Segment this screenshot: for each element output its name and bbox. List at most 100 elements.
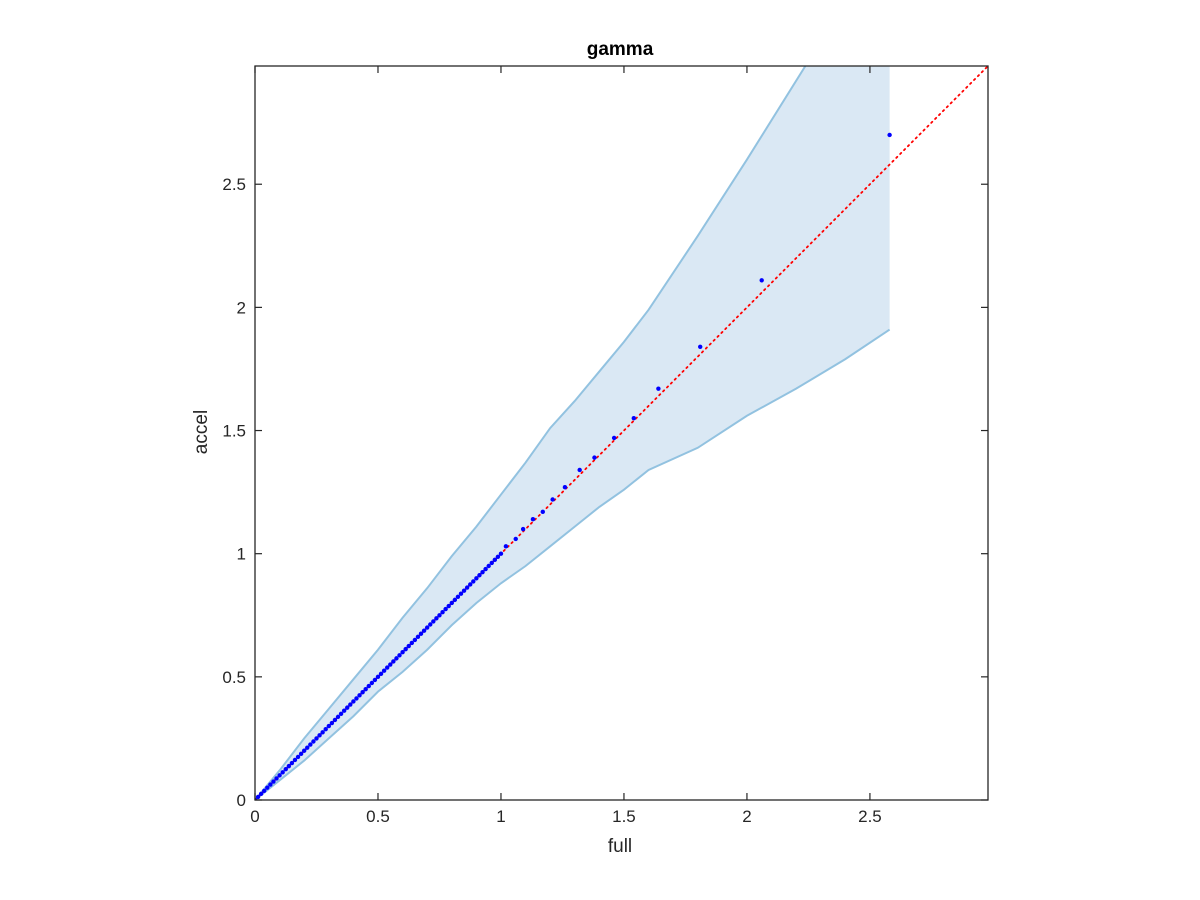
y-tick-label: 0 — [237, 791, 246, 810]
data-point — [317, 733, 322, 738]
data-point — [369, 680, 375, 686]
data-point — [495, 554, 501, 559]
data-point — [394, 656, 399, 661]
data-point — [305, 745, 310, 750]
y-axis-label: accel — [191, 410, 212, 454]
data-point — [412, 637, 418, 643]
data-point — [520, 526, 526, 532]
data-point — [289, 760, 295, 766]
data-point — [480, 569, 485, 575]
data-point — [283, 767, 288, 772]
y-tick-label: 2.5 — [222, 175, 246, 194]
band-lower-edge — [255, 328, 891, 800]
data-point — [550, 497, 555, 502]
data-point — [759, 278, 764, 283]
data-point — [357, 693, 362, 698]
band-upper-edge — [255, 66, 807, 800]
data-point — [301, 748, 307, 753]
data-point — [486, 563, 491, 569]
data-point — [298, 751, 304, 757]
x-axis-label: full — [608, 836, 632, 857]
data-point — [329, 720, 335, 726]
data-point — [268, 782, 273, 787]
data-point — [381, 668, 387, 673]
data-point — [360, 690, 365, 695]
data-point — [458, 591, 464, 596]
data-point — [262, 788, 267, 793]
x-tick-label: 2 — [742, 807, 751, 826]
plot-area: 0 0.5 1 1.5 2 2.5 0 0.5 1 1.5 2 2.5 — [222, 65, 989, 826]
data-point — [311, 739, 316, 744]
axes-box — [254, 65, 989, 801]
plot-clip-group — [255, 66, 988, 800]
data-point — [424, 625, 430, 630]
data-point — [409, 640, 415, 646]
data-point — [464, 585, 470, 590]
data-point — [332, 717, 338, 723]
data-point — [265, 785, 270, 790]
data-point — [577, 467, 582, 473]
data-point — [323, 726, 328, 732]
data-point — [421, 628, 427, 633]
data-point — [452, 597, 458, 603]
x-tick-label: 0 — [250, 807, 259, 826]
data-point — [341, 708, 347, 713]
data-point — [437, 613, 442, 618]
data-point — [631, 416, 636, 421]
data-point — [562, 484, 568, 490]
data-point — [443, 606, 448, 612]
data-point — [446, 603, 451, 609]
y-tick-label: 2 — [237, 298, 246, 317]
data-point — [418, 631, 424, 636]
y-tick-label: 1.5 — [222, 422, 246, 441]
y-tick-label: 1 — [237, 545, 246, 564]
data-point — [887, 132, 892, 138]
data-point — [391, 659, 396, 664]
data-point — [388, 662, 393, 667]
data-point — [314, 736, 319, 741]
x-tick-label: 2.5 — [858, 807, 882, 826]
data-point — [431, 619, 436, 624]
data-point — [397, 653, 402, 658]
x-tick-label: 1 — [496, 807, 505, 826]
data-point — [611, 435, 617, 441]
data-point — [258, 791, 264, 797]
data-point — [471, 579, 476, 584]
data-point — [375, 674, 381, 680]
data-point — [363, 686, 368, 692]
chart-title: gamma — [587, 39, 654, 60]
data-point — [477, 573, 482, 578]
data-point — [449, 600, 454, 606]
data-point — [474, 576, 479, 581]
data-point — [271, 779, 276, 784]
data-point — [274, 776, 279, 781]
data-point — [280, 770, 285, 775]
data-point — [385, 665, 390, 670]
data-point — [483, 566, 488, 572]
data-point — [513, 536, 518, 542]
data-point — [403, 646, 408, 652]
data-point — [354, 696, 359, 701]
x-tick-label: 1.5 — [612, 807, 636, 826]
data-point — [406, 643, 411, 649]
data-point — [415, 634, 421, 640]
data-point — [503, 544, 509, 549]
data-point — [498, 551, 504, 556]
data-point — [592, 455, 597, 460]
data-point — [335, 714, 341, 720]
data-point — [656, 386, 661, 391]
data-point — [366, 683, 371, 689]
y-tick-label: 0.5 — [222, 668, 246, 687]
data-point — [277, 773, 282, 778]
data-point — [345, 705, 350, 710]
data-point — [468, 582, 473, 587]
data-point — [292, 757, 298, 763]
data-point — [400, 650, 405, 655]
data-point — [378, 671, 384, 676]
data-point — [320, 730, 325, 735]
data-point — [255, 794, 261, 800]
data-point — [351, 699, 356, 704]
data-point — [308, 742, 313, 747]
data-point — [440, 609, 445, 615]
